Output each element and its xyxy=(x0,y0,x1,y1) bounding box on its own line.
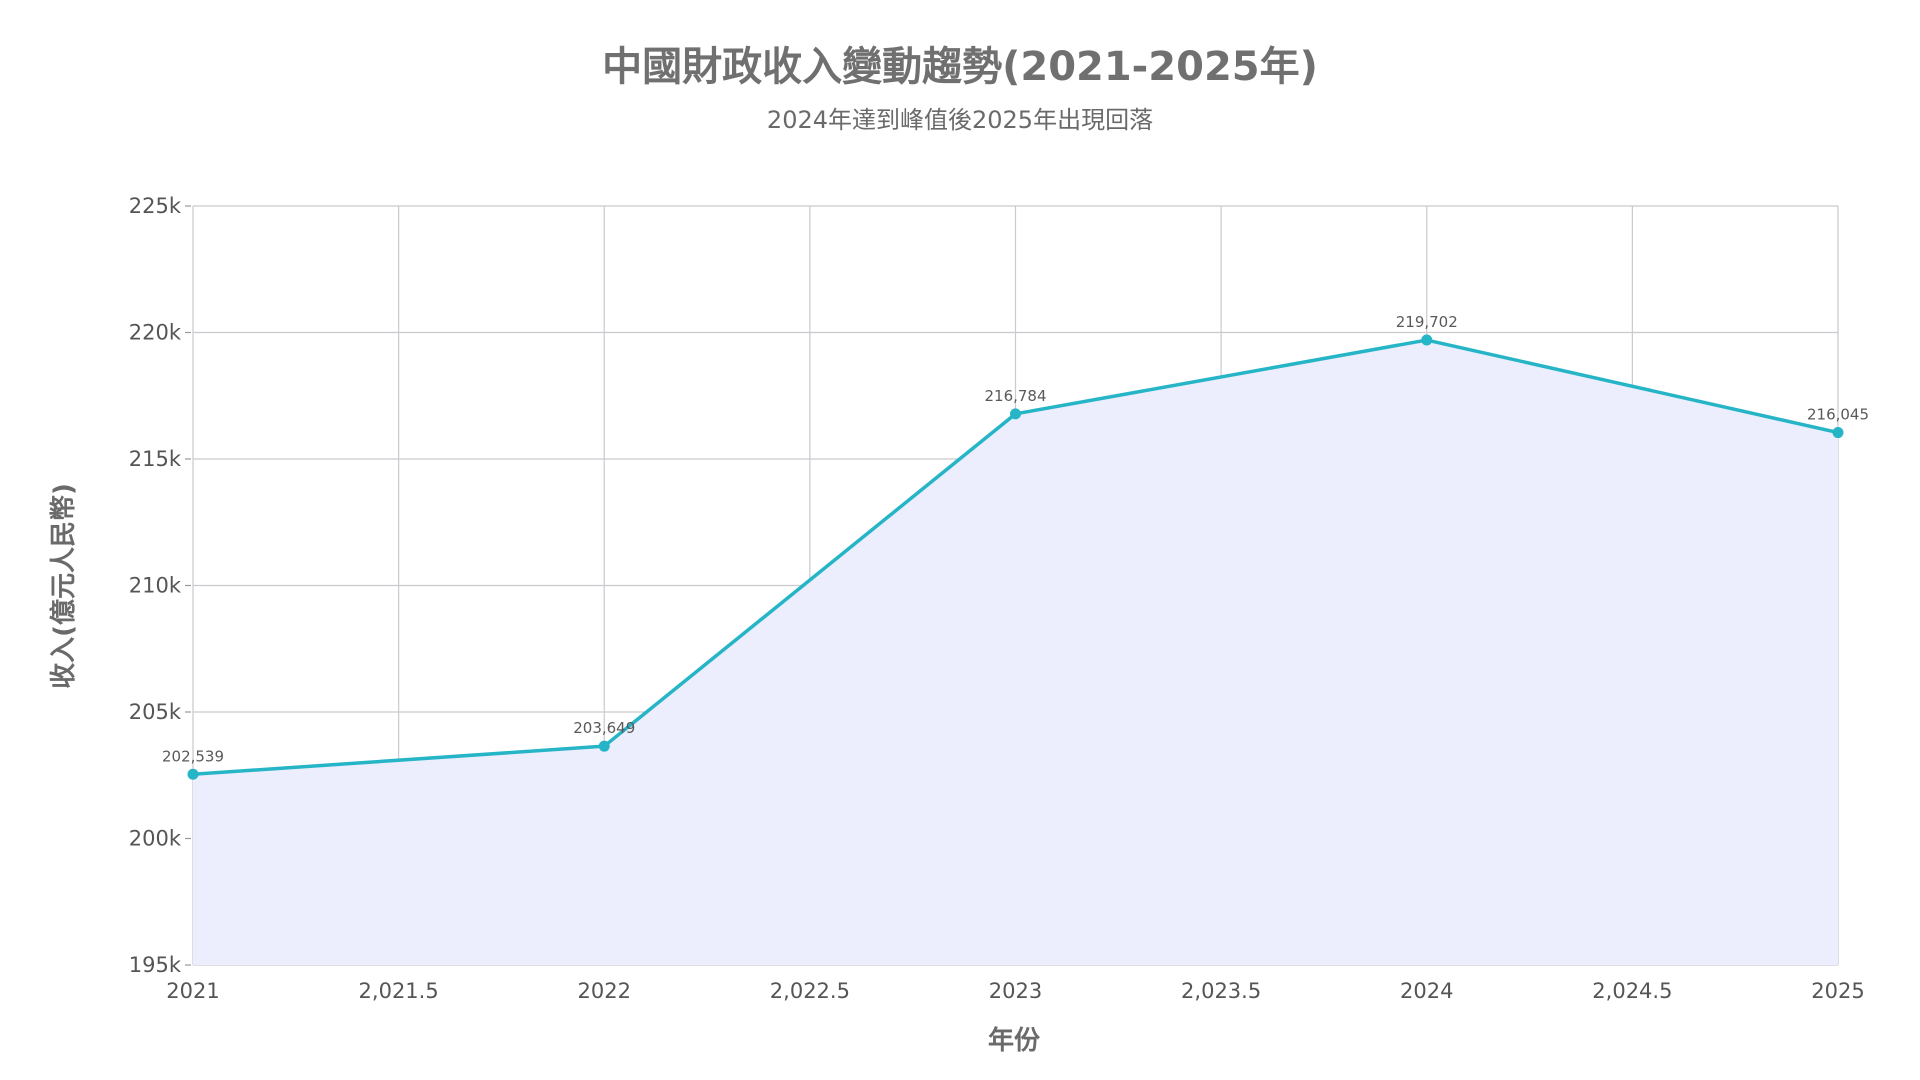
x-tick-label: 2021 xyxy=(166,979,219,1003)
data-point[interactable] xyxy=(598,740,610,752)
area-fill xyxy=(193,340,1838,965)
x-axis-ticks: 2021 2,021.5 2022 2,022.5 2023 2,023.5 2024 2,0… xyxy=(166,979,1864,1003)
y-axis-ticks: 195k 200k 205k 210k 215k 220k 225k xyxy=(129,194,191,977)
data-label: 216,784 xyxy=(984,387,1046,405)
y-tick-label: 200k xyxy=(129,827,182,851)
x-tick-label: 2,023.5 xyxy=(1181,979,1261,1003)
y-tick-label: 225k xyxy=(129,194,182,218)
y-tick-label: 220k xyxy=(129,321,182,345)
x-tick-label: 2025 xyxy=(1811,979,1864,1003)
y-tick-label: 195k xyxy=(129,953,182,977)
x-axis-label: 年份 xyxy=(988,1025,1040,1056)
data-label: 202,539 xyxy=(162,747,224,765)
x-tick-label: 2,021.5 xyxy=(359,979,439,1003)
data-label: 219,702 xyxy=(1396,313,1458,331)
area-fill-group xyxy=(193,340,1838,965)
y-tick-label: 210k xyxy=(129,574,182,598)
data-label: 203,649 xyxy=(573,719,635,737)
data-label: 216,045 xyxy=(1807,406,1869,424)
y-axis-label: 收入(億元人民幣) xyxy=(49,483,79,689)
y-tick-label: 205k xyxy=(129,700,182,724)
data-point[interactable] xyxy=(1832,427,1844,439)
x-tick-label: 2,022.5 xyxy=(770,979,850,1003)
data-point[interactable] xyxy=(187,768,199,780)
data-point[interactable] xyxy=(1010,408,1021,420)
x-tick-label: 2,024.5 xyxy=(1592,979,1672,1003)
data-points xyxy=(187,334,1844,780)
data-labels: 202,539 203,649 216,784 219,702 216,045 xyxy=(162,313,1869,765)
x-tick-label: 2023 xyxy=(989,979,1042,1003)
y-tick-label: 215k xyxy=(129,447,182,471)
x-tick-label: 2024 xyxy=(1400,979,1453,1003)
x-tick-label: 2022 xyxy=(578,979,631,1003)
data-point[interactable] xyxy=(1421,334,1433,346)
chart-title: 中國財政收入變動趨勢(2021-2025年) xyxy=(602,44,1318,90)
chart-subtitle: 2024年達到峰值後2025年出現回落 xyxy=(766,106,1154,134)
